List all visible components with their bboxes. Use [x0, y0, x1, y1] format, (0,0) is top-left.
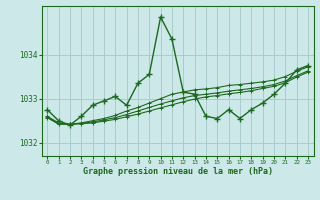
- X-axis label: Graphe pression niveau de la mer (hPa): Graphe pression niveau de la mer (hPa): [83, 167, 273, 176]
